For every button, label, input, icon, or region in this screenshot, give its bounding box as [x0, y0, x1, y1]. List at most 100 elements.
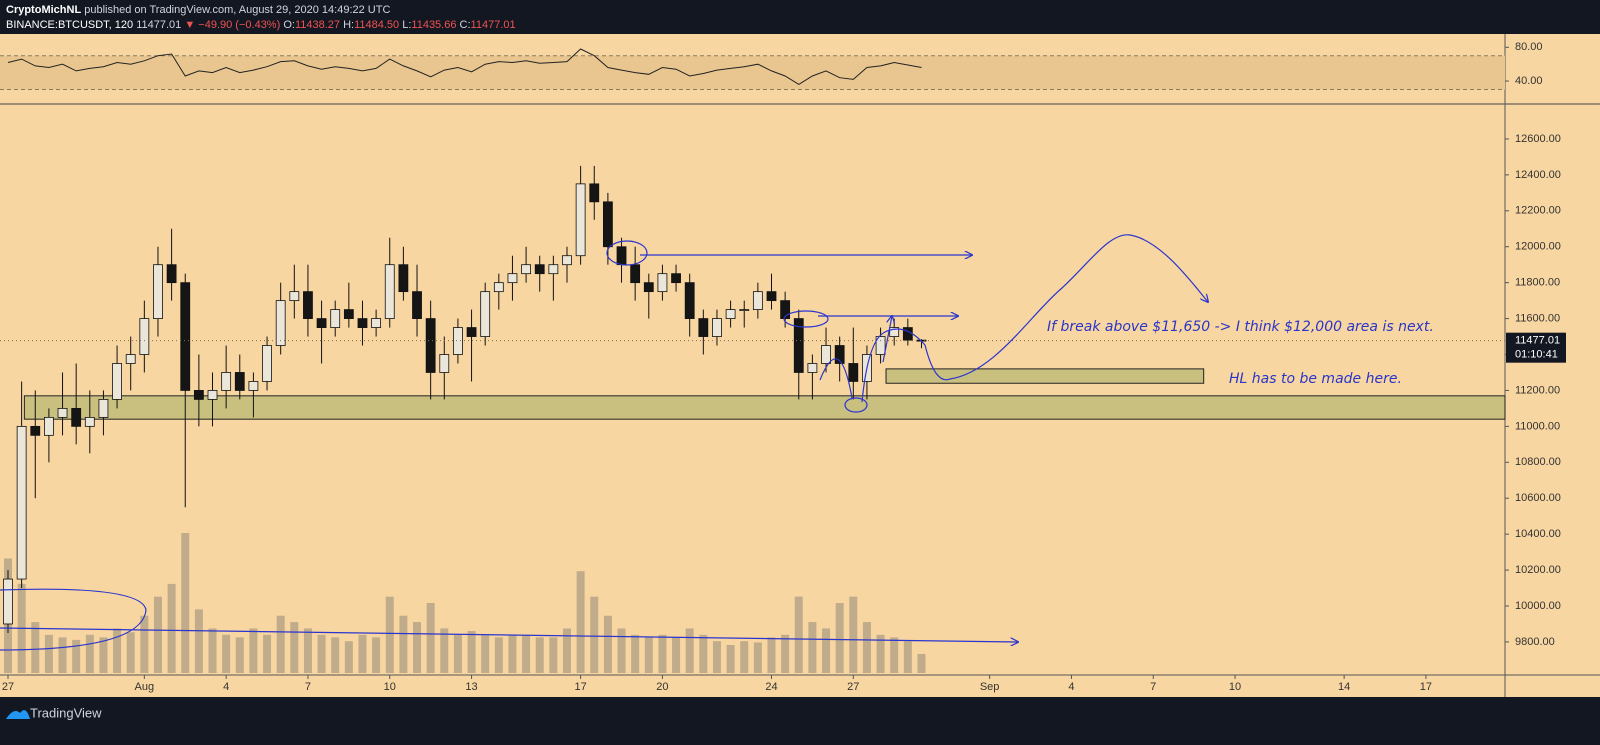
y-tick-label: 12600.00 — [1515, 133, 1561, 145]
volume-bar — [862, 622, 871, 673]
volume-bar — [712, 641, 721, 673]
rsi-band — [0, 55, 1505, 90]
candle-body — [193, 390, 204, 400]
candle-body — [889, 327, 900, 337]
candle-body — [221, 372, 232, 391]
volume-bar — [426, 603, 435, 673]
y-tick-label: 12400.00 — [1515, 169, 1561, 181]
tradingview-logo: TradingView — [6, 705, 102, 720]
volume-bar — [113, 628, 122, 673]
volume-bar — [617, 628, 626, 673]
candle-body — [493, 282, 504, 293]
x-tick-label: 4 — [223, 681, 229, 693]
candle-body — [657, 273, 668, 293]
volume-bar — [372, 637, 381, 673]
y-tick-label: 11600.00 — [1515, 312, 1560, 324]
last: 11477.01 — [136, 19, 181, 31]
candle-body — [398, 264, 409, 293]
candle-body — [725, 309, 736, 319]
candle-body — [739, 309, 750, 312]
candle-body — [425, 318, 436, 373]
volume-bar — [317, 634, 326, 673]
y-tick-label: 10200.00 — [1515, 564, 1561, 576]
candle-body — [562, 255, 572, 266]
volume-bar — [494, 637, 503, 673]
y-tick-label: 10400.00 — [1515, 528, 1561, 540]
candle-body — [16, 425, 27, 580]
volume-bar — [72, 639, 81, 673]
projection-drawing — [819, 234, 1208, 403]
x-tick-label: 17 — [1420, 681, 1432, 693]
zone — [23, 395, 1506, 420]
candle-body — [752, 291, 763, 311]
volume-bar — [85, 634, 94, 673]
volume-bar — [467, 631, 476, 673]
volume-bar — [303, 628, 312, 673]
candle-body — [289, 291, 300, 302]
volume-bar — [453, 634, 462, 673]
x-tick-label: 4 — [1068, 681, 1074, 693]
drawings — [0, 234, 1208, 651]
x-tick-label: 7 — [305, 681, 311, 693]
candle-body — [643, 282, 654, 293]
x-tick-label: 17 — [574, 681, 586, 693]
candle-body — [671, 273, 681, 284]
candle-body — [534, 264, 545, 275]
x-tick-label: Aug — [135, 681, 155, 693]
c-value: 11477.01 — [471, 19, 516, 31]
change: ▼ −49.90 (−0.43%) — [184, 19, 280, 31]
y-tick-label: 11800.00 — [1515, 277, 1560, 289]
candle-body — [453, 327, 463, 355]
volume-bar — [835, 603, 844, 673]
candle-body — [875, 336, 886, 355]
candle-body — [234, 372, 245, 391]
candle-body — [521, 264, 531, 275]
volume-bar — [167, 583, 176, 673]
candle-body — [384, 264, 395, 319]
candle-body — [480, 291, 491, 337]
annotation: If break above $11,650 -> I think $12,00… — [1047, 319, 1434, 335]
y-tick-label: 11200.00 — [1515, 384, 1560, 396]
candle-body — [98, 399, 109, 418]
candle-body — [371, 318, 382, 328]
y-tick-label: 12000.00 — [1515, 241, 1561, 253]
plot: 80.00 40.00 12600.00 12400.00 12200.00 12000.… — [0, 41, 1566, 693]
logo-icon — [6, 710, 30, 719]
candle-body — [330, 309, 341, 328]
x-tick-label: Sep — [980, 681, 1000, 693]
ellipse-drawing — [606, 240, 648, 266]
volume-bar — [208, 628, 217, 673]
volume-bar — [603, 615, 612, 673]
candle-body — [507, 273, 518, 284]
volume-bar — [822, 628, 831, 673]
candle-body — [698, 318, 709, 337]
zone — [885, 368, 1205, 384]
volume-bar — [917, 653, 926, 673]
volume-bar — [849, 596, 858, 673]
candle-body — [262, 345, 272, 382]
volume-bar — [794, 596, 803, 673]
candle-body — [180, 282, 191, 391]
brand: TradingView — [30, 705, 102, 720]
volume-bar — [508, 634, 517, 673]
candle-body — [412, 291, 422, 319]
volume-bar — [522, 634, 531, 673]
o-value: 11438.27 — [295, 19, 340, 31]
arrow-drawing — [0, 627, 1018, 642]
candle-body — [343, 309, 354, 319]
volume-bar — [44, 634, 53, 673]
candle-body — [575, 183, 586, 257]
x-tick-label: 20 — [656, 681, 668, 693]
volume-bar — [126, 632, 135, 673]
annotation: HL has to be made here. — [1229, 371, 1402, 387]
y-tick-label: 10600.00 — [1515, 492, 1561, 504]
volume-bar — [767, 637, 776, 673]
last-price-tag — [1506, 332, 1566, 363]
last-price-label: 11477.01 — [1515, 335, 1560, 347]
countdown: 01:10:41 — [1515, 349, 1558, 361]
volume-bar — [903, 641, 912, 673]
x-tick-label: 13 — [465, 681, 477, 693]
header-line-1: CryptoMichNL published on TradingView.co… — [6, 4, 390, 16]
candle-body — [57, 408, 68, 418]
